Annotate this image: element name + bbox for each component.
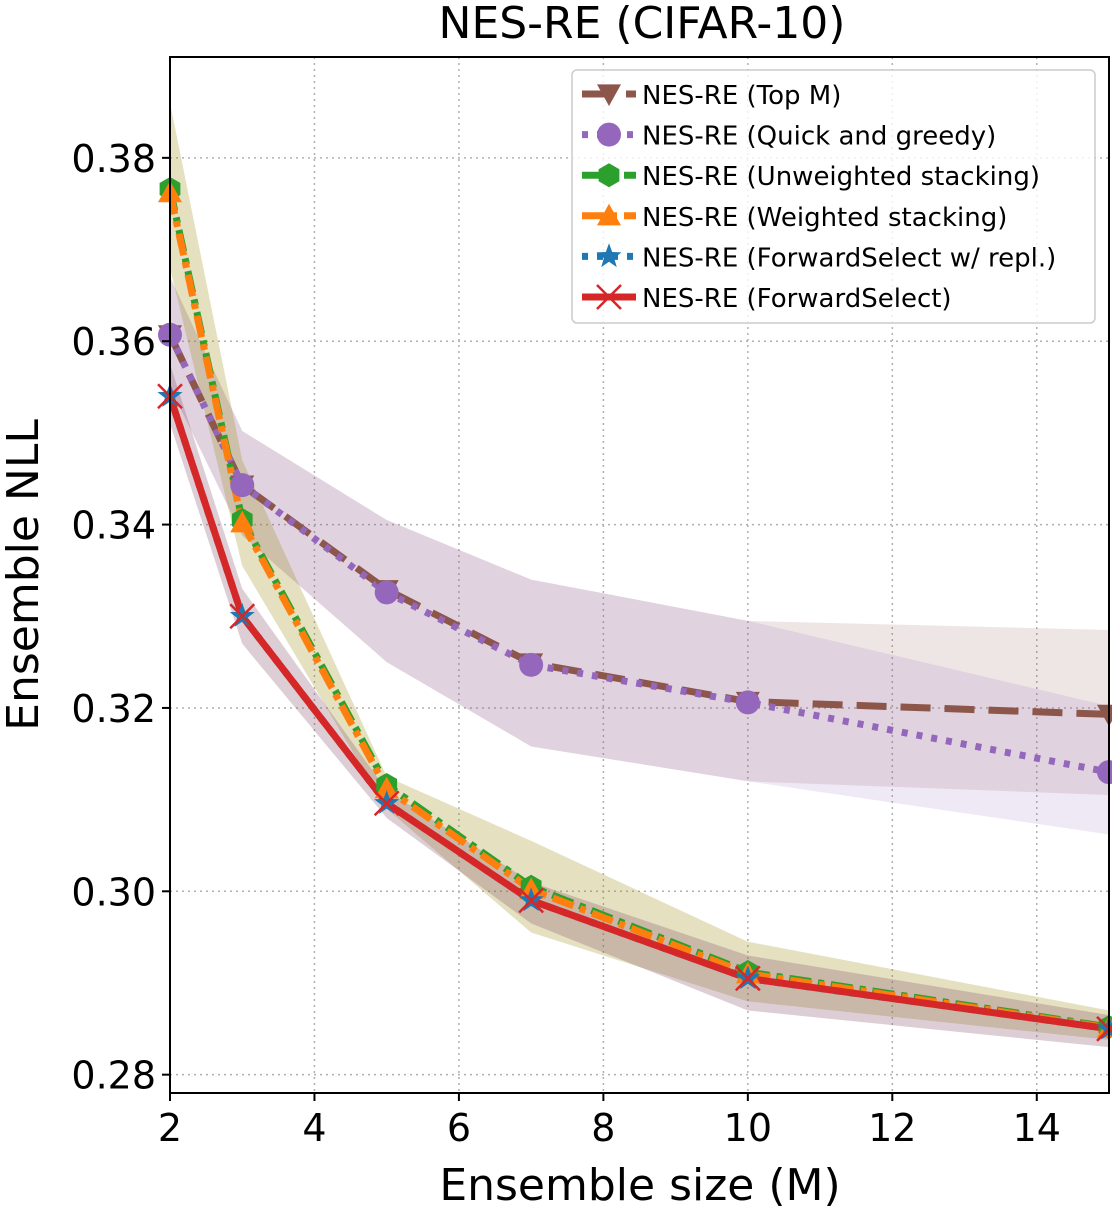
y-tick-label: 0.36 — [71, 320, 156, 364]
plot-frame — [169, 56, 1110, 1094]
legend-marker — [596, 243, 622, 268]
y-tick-label: 0.34 — [71, 504, 156, 548]
x-tick-label: 14 — [1013, 1106, 1061, 1150]
chart-title: NES-RE (CIFAR-10) — [439, 0, 846, 49]
legend-label: NES-RE (ForwardSelect w/ repl.) — [642, 243, 1056, 273]
x-axis-label: Ensemble size (M) — [439, 1160, 840, 1211]
legend-label: NES-RE (Weighted stacking) — [642, 203, 1007, 233]
data-point — [374, 580, 399, 605]
x-tick-label: 12 — [868, 1106, 916, 1150]
data-point — [518, 887, 545, 914]
legend: NES-RE (Top M) NES-RE (Quick and greedy) N… — [571, 69, 1096, 324]
legend-label: NES-RE (Unweighted stacking) — [642, 162, 1040, 192]
x-tick-label: 10 — [724, 1106, 772, 1150]
axis-ticks: 2 4 6 8 10 12 14 0.28 0.30 0.32 0.34 0.36 0.38 — [71, 137, 1061, 1150]
y-tick-label: 0.38 — [71, 137, 156, 181]
legend-label: NES-RE (Quick and greedy) — [642, 122, 996, 152]
data-point — [230, 510, 255, 533]
confidence-band — [170, 277, 1109, 835]
legend-marker — [598, 163, 620, 188]
confidence-bands — [170, 102, 1109, 1048]
data-point — [229, 603, 256, 630]
y-tick-label: 0.32 — [71, 687, 156, 731]
legend-frame — [571, 69, 1096, 324]
x-tick-label: 8 — [591, 1106, 615, 1150]
data-point — [373, 790, 400, 817]
data-point — [519, 652, 544, 677]
data-point — [230, 473, 255, 498]
data-point — [374, 776, 399, 799]
y-axis-label: Ensemble NLL — [0, 419, 49, 731]
confidence-band — [170, 102, 1109, 1040]
confidence-band — [170, 277, 1109, 796]
legend-marker — [597, 84, 621, 106]
legend-label: NES-RE (Top M) — [642, 81, 841, 111]
series-line — [170, 395, 1109, 1033]
legend-label: NES-RE (ForwardSelect) — [642, 284, 952, 314]
series-line — [170, 333, 1109, 776]
data-point — [734, 965, 761, 992]
series-line — [170, 191, 1109, 1032]
x-tick-label: 6 — [447, 1106, 471, 1150]
y-tick-label: 0.30 — [71, 870, 156, 914]
confidence-band — [170, 102, 1109, 1040]
legend-marker — [596, 284, 622, 310]
legend-marker — [597, 203, 621, 226]
series-lines — [170, 188, 1109, 1033]
legend-marker — [597, 122, 621, 147]
x-tick-label: 2 — [158, 1106, 182, 1150]
y-tick-label: 0.28 — [71, 1054, 156, 1098]
x-tick-label: 4 — [302, 1106, 326, 1150]
data-point — [735, 690, 760, 715]
